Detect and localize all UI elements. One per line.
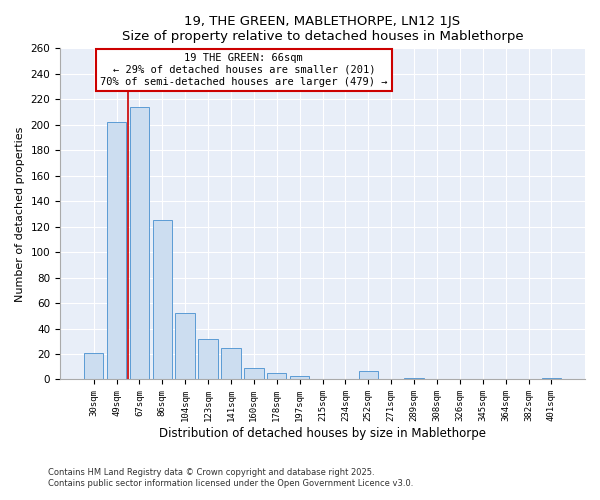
Bar — [359, 370, 378, 380]
Bar — [542, 378, 561, 380]
Bar — [267, 373, 286, 380]
Bar — [221, 348, 241, 380]
Bar — [175, 313, 195, 380]
Bar — [107, 122, 126, 380]
Bar — [130, 107, 149, 380]
Y-axis label: Number of detached properties: Number of detached properties — [15, 126, 25, 302]
Bar — [152, 220, 172, 380]
Bar — [290, 376, 310, 380]
Bar — [404, 378, 424, 380]
Text: Contains HM Land Registry data © Crown copyright and database right 2025.
Contai: Contains HM Land Registry data © Crown c… — [48, 468, 413, 487]
Bar — [84, 352, 103, 380]
X-axis label: Distribution of detached houses by size in Mablethorpe: Distribution of detached houses by size … — [159, 427, 486, 440]
Bar — [199, 338, 218, 380]
Bar — [244, 368, 263, 380]
Title: 19, THE GREEN, MABLETHORPE, LN12 1JS
Size of property relative to detached house: 19, THE GREEN, MABLETHORPE, LN12 1JS Siz… — [122, 15, 523, 43]
Text: 19 THE GREEN: 66sqm
← 29% of detached houses are smaller (201)
70% of semi-detac: 19 THE GREEN: 66sqm ← 29% of detached ho… — [100, 54, 388, 86]
